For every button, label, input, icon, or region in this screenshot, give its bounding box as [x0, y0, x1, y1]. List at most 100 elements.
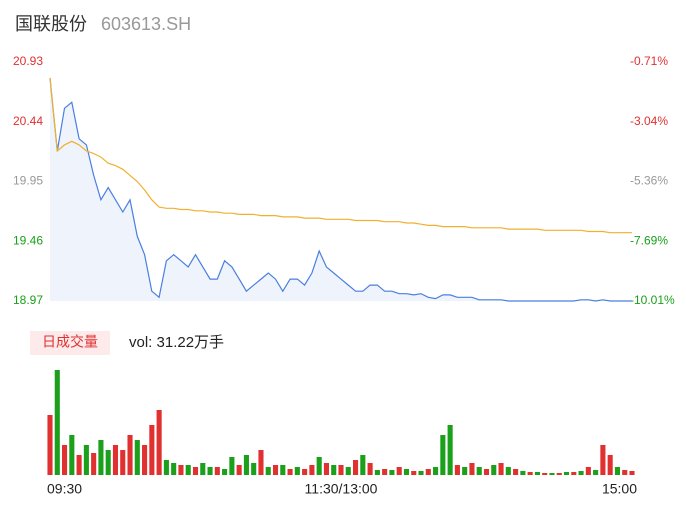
- volume-bar: [287, 469, 293, 475]
- series-line: [49, 77, 632, 302]
- y2-tick-label: -0.71%: [630, 54, 668, 68]
- volume-bar: [374, 470, 380, 475]
- volume-bar: [542, 473, 548, 475]
- volume-bar: [440, 435, 446, 475]
- volume-bar: [309, 465, 315, 475]
- volume-bar: [149, 425, 155, 475]
- volume-bar: [294, 467, 300, 475]
- x-tick-label: 09:30: [47, 481, 82, 497]
- volume-bar: [556, 473, 562, 475]
- stock-name: 国联股份: [15, 14, 87, 34]
- volume-bar: [69, 435, 75, 475]
- volume-bar: [425, 469, 431, 475]
- volume-bar: [534, 472, 540, 475]
- volume-bar: [498, 463, 504, 475]
- volume-bar: [323, 463, 329, 475]
- y-tick-label: 20.93: [13, 54, 43, 68]
- y-tick-label: 20.44: [13, 114, 43, 128]
- volume-bar: [62, 445, 68, 475]
- volume-bar: [411, 471, 417, 475]
- volume-bar: [54, 370, 60, 475]
- volume-bar: [171, 463, 177, 475]
- volume-bar: [454, 465, 460, 475]
- volume-bar: [127, 435, 133, 475]
- y-tick-label: 19.95: [13, 174, 43, 188]
- volume-bar: [614, 467, 620, 475]
- volume-bar: [163, 460, 169, 475]
- volume-bar: [236, 465, 242, 475]
- volume-bar: [447, 425, 453, 475]
- volume-bar: [593, 470, 599, 475]
- volume-bar: [338, 465, 344, 475]
- y-tick-label: 18.97: [13, 293, 43, 307]
- volume-bar: [200, 463, 206, 475]
- volume-bar: [505, 467, 511, 475]
- volume-bar: [622, 470, 628, 475]
- volume-bar: [607, 455, 613, 475]
- volume-bar: [251, 463, 257, 475]
- volume-bar: [76, 455, 82, 475]
- volume-bar: [403, 469, 410, 475]
- y2-tick-label: -10.01%: [630, 293, 675, 307]
- volume-bar: [272, 465, 279, 475]
- series-line: [49, 77, 632, 234]
- volume-bar: [549, 473, 555, 475]
- volume-tab: [30, 331, 110, 355]
- volume-bar: [316, 457, 322, 475]
- volume-bar: [353, 460, 359, 475]
- y2-tick-label: -3.04%: [630, 114, 668, 128]
- volume-bar: [491, 465, 497, 475]
- volume-bar: [222, 469, 228, 475]
- volume-bar: [571, 472, 577, 475]
- price-area: [50, 77, 632, 302]
- volume-bar: [331, 465, 337, 475]
- volume-bar: [243, 455, 249, 475]
- volume-bar: [134, 440, 140, 475]
- volume-bar: [483, 469, 490, 475]
- volume-bar: [476, 467, 482, 475]
- volume-total: vol: 31.22万手: [129, 334, 224, 351]
- volume-bar: [83, 445, 89, 475]
- volume-bar: [462, 467, 468, 475]
- volume-bar: [192, 467, 199, 475]
- volume-bar: [418, 471, 424, 475]
- volume-bar: [207, 467, 213, 475]
- volume-bar: [185, 465, 191, 475]
- volume-bar: [389, 470, 395, 475]
- volume-bar: [302, 469, 308, 475]
- volume-bar: [98, 440, 104, 475]
- volume-bar: [229, 457, 235, 475]
- volume-bar: [433, 467, 439, 475]
- volume-bar: [520, 471, 526, 475]
- volume-bar: [214, 467, 220, 475]
- stock-code: 603613.SH: [101, 14, 191, 34]
- volume-bar: [600, 445, 606, 475]
- volume-bar: [178, 465, 184, 475]
- y2-tick-label: -7.69%: [630, 234, 668, 248]
- volume-bar: [156, 410, 162, 475]
- y-tick-label: 19.46: [13, 233, 43, 247]
- volume-bar: [382, 469, 388, 475]
- volume-bar: [513, 469, 519, 475]
- volume-bar: [527, 472, 533, 475]
- volume-bar: [120, 450, 126, 475]
- volume-bar: [47, 415, 53, 475]
- volume-bar: [367, 463, 373, 475]
- volume-bar: [280, 465, 286, 475]
- y2-tick-label: -5.36%: [630, 174, 668, 188]
- volume-bar: [112, 445, 119, 475]
- volume-bar: [265, 467, 271, 475]
- volume-bar: [629, 471, 635, 475]
- volume-bar: [258, 450, 264, 475]
- volume-title: 日成交量: [42, 334, 98, 350]
- volume-bar: [578, 471, 584, 475]
- volume-bar: [360, 455, 366, 475]
- volume-bar: [142, 445, 148, 475]
- volume-bar: [396, 467, 402, 475]
- volume-bar: [585, 467, 591, 475]
- x-tick-label: 11:30/13:00: [305, 481, 378, 497]
- x-tick-label: 15:00: [602, 481, 637, 497]
- volume-bar: [563, 472, 570, 475]
- volume-bar: [345, 467, 351, 475]
